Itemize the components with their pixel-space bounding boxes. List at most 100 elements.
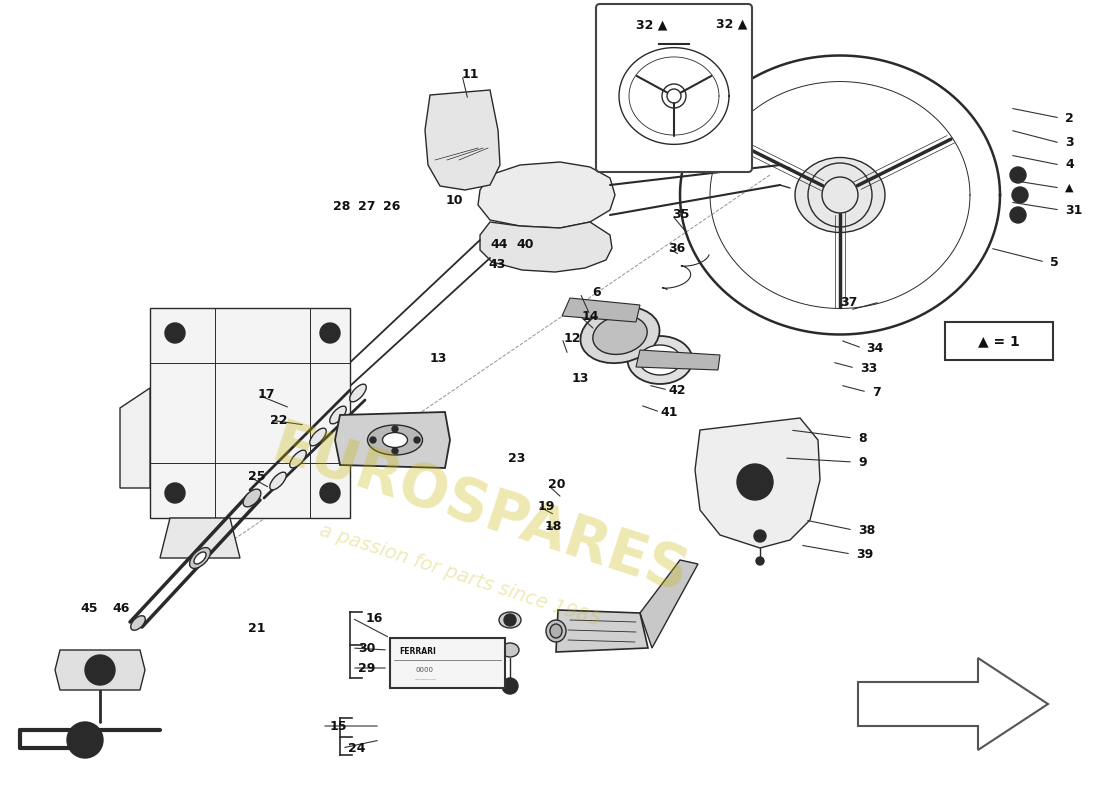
Text: 14: 14 xyxy=(582,310,600,322)
Text: 38: 38 xyxy=(858,523,876,537)
Polygon shape xyxy=(562,298,640,322)
Text: 25: 25 xyxy=(248,470,265,482)
Ellipse shape xyxy=(310,428,327,446)
Polygon shape xyxy=(150,308,350,518)
Text: 36: 36 xyxy=(668,242,685,254)
Text: 10: 10 xyxy=(446,194,463,206)
Ellipse shape xyxy=(243,489,261,507)
FancyBboxPatch shape xyxy=(596,4,752,172)
Ellipse shape xyxy=(189,547,210,569)
Text: 19: 19 xyxy=(538,499,556,513)
Ellipse shape xyxy=(550,624,562,638)
Circle shape xyxy=(92,662,108,678)
Circle shape xyxy=(502,678,518,694)
Polygon shape xyxy=(858,658,1048,750)
Ellipse shape xyxy=(289,450,306,468)
Text: 18: 18 xyxy=(544,519,562,533)
Text: 8: 8 xyxy=(858,431,867,445)
Text: 2: 2 xyxy=(1065,111,1074,125)
Text: 34: 34 xyxy=(866,342,883,354)
Text: 13: 13 xyxy=(572,371,590,385)
Circle shape xyxy=(1014,211,1022,219)
Text: 4: 4 xyxy=(1065,158,1074,171)
Text: 24: 24 xyxy=(348,742,365,754)
Polygon shape xyxy=(336,412,450,468)
Text: EUROSPARES: EUROSPARES xyxy=(265,416,695,604)
Text: 42: 42 xyxy=(668,383,685,397)
Ellipse shape xyxy=(581,307,660,363)
Text: 7: 7 xyxy=(872,386,881,398)
Text: 3: 3 xyxy=(1065,137,1074,150)
Polygon shape xyxy=(695,418,820,548)
Ellipse shape xyxy=(131,616,145,630)
Circle shape xyxy=(324,328,336,338)
Circle shape xyxy=(745,472,764,492)
Circle shape xyxy=(320,483,340,503)
Text: 43: 43 xyxy=(488,258,505,271)
Ellipse shape xyxy=(627,336,693,384)
Ellipse shape xyxy=(270,472,286,490)
Text: 39: 39 xyxy=(856,547,873,561)
Circle shape xyxy=(67,722,103,758)
Circle shape xyxy=(1010,207,1026,223)
Ellipse shape xyxy=(639,345,681,375)
Polygon shape xyxy=(55,650,145,690)
Text: 13: 13 xyxy=(430,351,448,365)
Circle shape xyxy=(392,426,398,432)
Text: 32 ▲: 32 ▲ xyxy=(636,18,668,31)
Text: 37: 37 xyxy=(840,295,857,309)
Text: 35: 35 xyxy=(672,209,690,222)
Ellipse shape xyxy=(367,425,422,455)
Text: 45: 45 xyxy=(80,602,98,614)
Text: 17: 17 xyxy=(258,389,275,402)
Circle shape xyxy=(170,488,180,498)
Circle shape xyxy=(1010,167,1026,183)
Polygon shape xyxy=(640,560,698,648)
Text: 40: 40 xyxy=(516,238,534,251)
Circle shape xyxy=(504,614,516,626)
Ellipse shape xyxy=(330,406,346,424)
Text: 32 ▲: 32 ▲ xyxy=(716,18,747,30)
Text: 20: 20 xyxy=(548,478,565,491)
Text: 41: 41 xyxy=(660,406,678,418)
Text: 44: 44 xyxy=(490,238,507,251)
Text: 31: 31 xyxy=(1065,203,1082,217)
Circle shape xyxy=(165,323,185,343)
Circle shape xyxy=(370,437,376,443)
Circle shape xyxy=(754,530,766,542)
Text: 21: 21 xyxy=(248,622,265,634)
Text: ▲: ▲ xyxy=(1065,183,1074,193)
Text: 0000: 0000 xyxy=(416,667,434,673)
Bar xyxy=(945,322,1053,360)
Circle shape xyxy=(75,730,95,750)
Circle shape xyxy=(85,655,116,685)
Text: 33: 33 xyxy=(860,362,878,374)
Text: 30: 30 xyxy=(358,642,375,654)
Circle shape xyxy=(737,464,773,500)
Text: 46: 46 xyxy=(112,602,130,614)
Ellipse shape xyxy=(194,552,206,564)
Text: 27: 27 xyxy=(358,201,375,214)
Circle shape xyxy=(324,488,336,498)
Text: ________: ________ xyxy=(414,675,436,681)
Ellipse shape xyxy=(593,315,647,354)
Circle shape xyxy=(170,328,180,338)
Ellipse shape xyxy=(499,612,521,628)
Polygon shape xyxy=(480,222,612,272)
Circle shape xyxy=(320,323,340,343)
Ellipse shape xyxy=(500,643,519,657)
Polygon shape xyxy=(636,350,720,370)
Ellipse shape xyxy=(546,620,566,642)
Polygon shape xyxy=(120,388,150,488)
Text: 29: 29 xyxy=(358,662,375,674)
Circle shape xyxy=(392,448,398,454)
Ellipse shape xyxy=(795,158,886,233)
Text: ▲ = 1: ▲ = 1 xyxy=(978,334,1020,348)
Text: 28: 28 xyxy=(333,201,351,214)
Text: 26: 26 xyxy=(383,201,400,214)
Text: 23: 23 xyxy=(508,451,526,465)
Text: 15: 15 xyxy=(330,719,348,733)
Ellipse shape xyxy=(383,433,407,447)
Text: 5: 5 xyxy=(1050,255,1058,269)
Text: FERRARI: FERRARI xyxy=(399,647,437,657)
